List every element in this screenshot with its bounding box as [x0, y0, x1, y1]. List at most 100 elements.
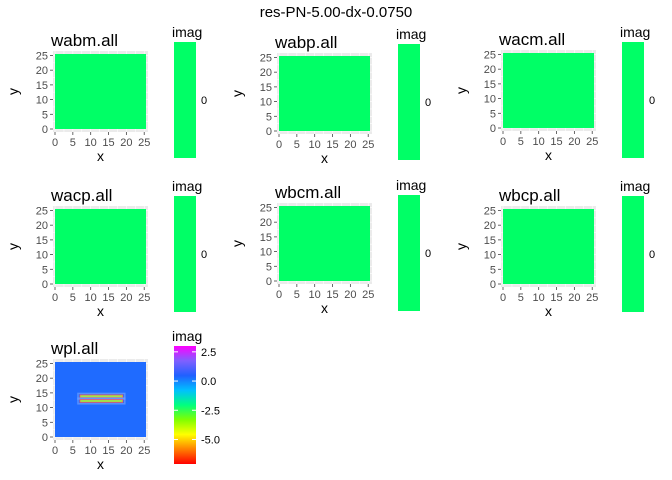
y-tick-label: 10 — [36, 250, 48, 262]
legend-tick-label: 0.0 — [201, 376, 216, 388]
y-tick-label: 25 — [484, 49, 496, 61]
legend-title: imag — [172, 24, 202, 40]
x-tick-label: 25 — [586, 136, 598, 148]
x-tick-label: 15 — [326, 289, 338, 301]
y-axis-label: y — [5, 88, 21, 95]
x-tick-label: 25 — [362, 289, 374, 301]
legend-colorbar — [622, 42, 644, 158]
y-tick-label: 5 — [42, 417, 48, 429]
stripe-0 — [79, 394, 124, 398]
x-tick-label: 0 — [276, 139, 282, 151]
legend-tick-label: 0 — [649, 249, 655, 261]
y-tick-label: 0 — [42, 432, 48, 444]
y-tick-label: 5 — [266, 261, 272, 273]
legend-colorbar — [174, 42, 196, 158]
panel-title: wbcm.all — [274, 183, 341, 202]
legend-colorbar — [622, 196, 644, 312]
y-axis-label: y — [229, 240, 245, 247]
y-tick-label: 0 — [42, 124, 48, 136]
legend-title: imag — [396, 177, 426, 193]
y-tick-label: 15 — [484, 79, 496, 91]
y-tick-label: 15 — [36, 80, 48, 92]
x-tick-label: 20 — [344, 139, 356, 151]
y-tick-label: 20 — [260, 67, 272, 79]
legend-tick-label: 0 — [201, 249, 207, 261]
x-tick-label: 20 — [120, 445, 132, 457]
stripe-halo — [77, 392, 126, 400]
x-axis-label: x — [97, 303, 104, 319]
x-tick-label: 15 — [102, 137, 114, 149]
figure-title: res-PN-5.00-dx-0.0750 — [260, 4, 413, 21]
y-tick-label: 15 — [36, 235, 48, 247]
y-tick-label: 5 — [266, 111, 272, 123]
heatmap-field — [279, 206, 370, 281]
y-tick-label: 0 — [266, 126, 272, 138]
x-tick-label: 25 — [362, 139, 374, 151]
heatmap-field — [503, 209, 594, 284]
x-tick-label: 5 — [518, 292, 524, 304]
y-tick-label: 0 — [266, 276, 272, 288]
y-axis-label: y — [453, 243, 469, 250]
x-axis-label: x — [97, 456, 104, 472]
x-tick-label: 0 — [500, 292, 506, 304]
y-tick-label: 10 — [484, 94, 496, 106]
legend-colorbar — [398, 195, 420, 311]
x-tick-label: 10 — [533, 136, 545, 148]
x-tick-label: 5 — [518, 136, 524, 148]
x-tick-label: 0 — [52, 445, 58, 457]
legend-tick-label: -5.0 — [201, 434, 220, 446]
x-tick-label: 10 — [533, 292, 545, 304]
y-tick-label: 5 — [42, 264, 48, 276]
y-tick-label: 0 — [490, 279, 496, 291]
legend-title: imag — [396, 26, 426, 42]
y-tick-label: 5 — [490, 108, 496, 120]
y-tick-label: 20 — [36, 65, 48, 77]
x-tick-label: 20 — [120, 292, 132, 304]
y-tick-label: 25 — [36, 205, 48, 217]
y-tick-label: 20 — [260, 217, 272, 229]
stripe-halo — [77, 397, 126, 405]
x-tick-label: 10 — [309, 139, 321, 151]
y-tick-label: 10 — [484, 250, 496, 262]
x-tick-label: 10 — [85, 137, 97, 149]
panel-title: wpl.all — [50, 339, 98, 358]
y-tick-label: 0 — [42, 279, 48, 291]
y-tick-label: 10 — [36, 95, 48, 107]
y-tick-label: 20 — [484, 220, 496, 232]
x-tick-label: 0 — [52, 137, 58, 149]
legend-tick-label: 0 — [649, 95, 655, 107]
legend-title: imag — [172, 328, 202, 344]
x-tick-label: 5 — [294, 139, 300, 151]
x-tick-label: 25 — [586, 292, 598, 304]
y-axis-label: y — [453, 87, 469, 94]
y-tick-label: 5 — [42, 109, 48, 121]
y-axis-label: y — [5, 396, 21, 403]
y-tick-label: 15 — [260, 232, 272, 244]
y-tick-label: 25 — [36, 50, 48, 62]
y-tick-label: 25 — [36, 358, 48, 370]
x-axis-label: x — [321, 300, 328, 316]
x-tick-label: 20 — [568, 136, 580, 148]
x-tick-label: 0 — [52, 292, 58, 304]
y-tick-label: 20 — [36, 373, 48, 385]
y-axis-label: y — [5, 243, 21, 250]
x-tick-label: 5 — [70, 292, 76, 304]
x-tick-label: 20 — [344, 289, 356, 301]
x-tick-label: 20 — [568, 292, 580, 304]
x-tick-label: 25 — [138, 137, 150, 149]
x-tick-label: 20 — [120, 137, 132, 149]
legend-title: imag — [172, 178, 202, 194]
x-tick-label: 15 — [326, 139, 338, 151]
x-tick-label: 0 — [500, 136, 506, 148]
y-tick-label: 20 — [36, 220, 48, 232]
y-tick-label: 10 — [36, 403, 48, 415]
legend-colorbar — [174, 346, 196, 464]
legend-colorbar — [398, 44, 420, 160]
heatmap-field — [503, 53, 594, 128]
x-tick-label: 10 — [85, 292, 97, 304]
